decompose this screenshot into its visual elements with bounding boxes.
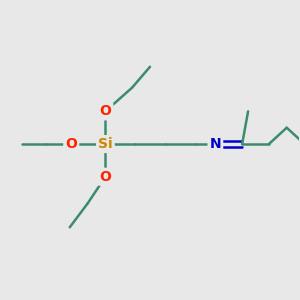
Text: O: O	[100, 170, 111, 184]
Text: Si: Si	[98, 137, 113, 151]
Text: O: O	[65, 137, 77, 151]
Text: O: O	[100, 104, 111, 118]
Text: N: N	[210, 137, 221, 151]
